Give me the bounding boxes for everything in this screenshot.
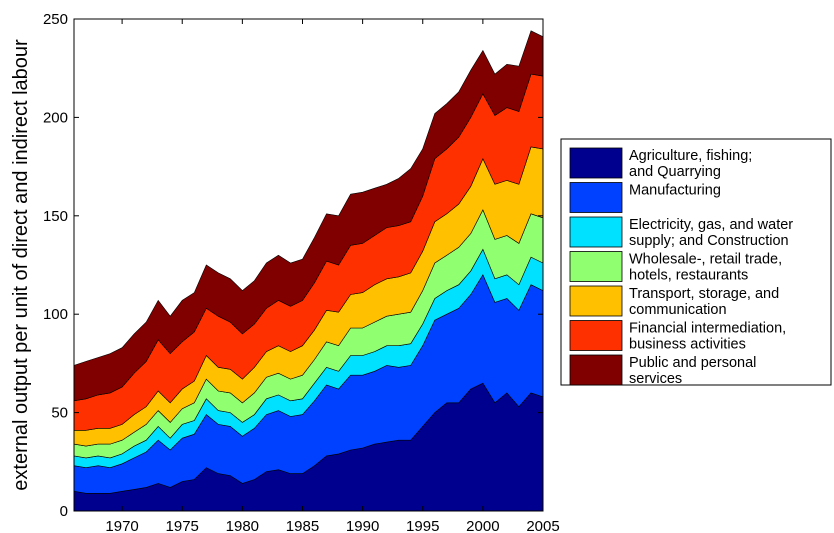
axes-frame [73,18,544,512]
y-tick-label: 150 [43,208,68,225]
legend-label: Public and personal services [629,355,756,387]
x-tick-label: 1975 [166,518,199,533]
y-axis-label: external output per unit of direct and i… [10,39,32,491]
y-tick-label: 0 [60,503,68,520]
legend-label: Agriculture, fishing; and Quarrying [629,148,752,180]
legend-swatch [569,320,623,351]
legend-label: Electricity, gas, and water supply; and C… [629,217,793,249]
legend-swatch [569,216,623,248]
legend-label: Transport, storage, and communication [629,286,779,318]
x-tick-label: 1990 [346,518,379,533]
legend-swatch [569,354,623,386]
y-tick-label: 200 [43,109,68,126]
area-layers [73,30,544,512]
legend-label: Wholesale-, retail trade, hotels, restaur… [629,252,782,284]
y-tick-label: 250 [43,11,68,28]
axis-ticks: 1970 1975 1980 1985 1990 1995 2000 2005 0 50 100 15… [43,11,560,533]
legend-swatch [569,182,623,213]
x-tick-label: 1970 [105,518,138,533]
legend-label: Financial intermediation, business activi… [629,321,786,353]
x-tick-label: 1985 [286,518,319,533]
legend-label: Manufacturing [629,183,721,199]
x-tick-label: 1995 [406,518,439,533]
legend-swatch [569,147,623,179]
legend-swatch [569,285,623,317]
legend-swatch [569,251,623,282]
y-tick-label: 50 [51,405,68,422]
y-tick-label: 100 [43,306,68,323]
x-tick-label: 2000 [466,518,499,533]
x-tick-label: 1980 [226,518,259,533]
legend: Agriculture, fishing; and Quarrying Manufa… [560,138,832,387]
x-tick-label: 2005 [526,518,559,533]
